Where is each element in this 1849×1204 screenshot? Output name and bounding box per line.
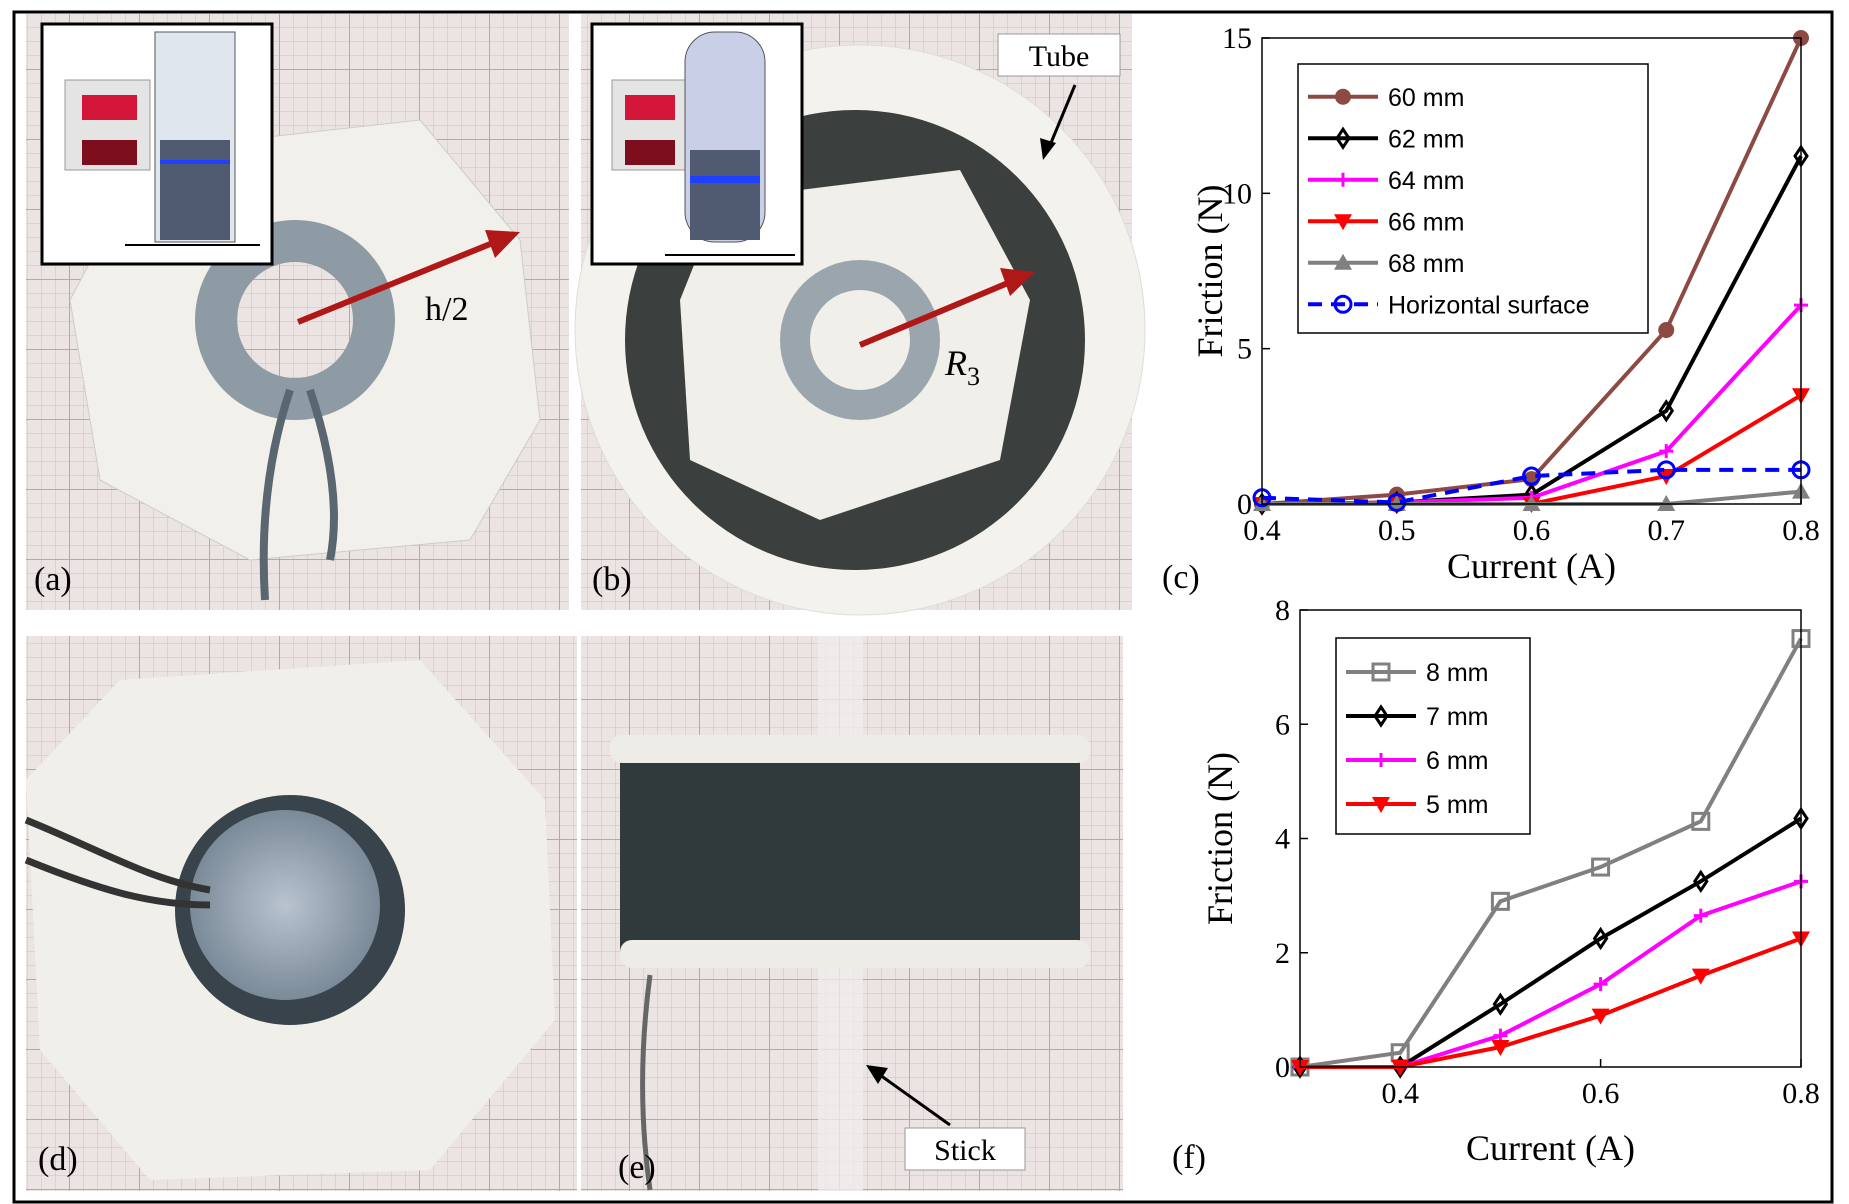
photo-e: Stick (e): [581, 636, 1123, 1191]
y-tick-label: 15: [1222, 22, 1252, 55]
x-tick-label: 0.8: [1782, 514, 1820, 547]
marker: [1371, 662, 1391, 682]
series-line: [1299, 637, 1803, 1069]
legend-label: Horizontal surface: [1388, 291, 1589, 319]
arrow-label-sub: 3: [967, 362, 980, 391]
y-tick-label: 5: [1237, 333, 1252, 366]
y-tick-label: 6: [1275, 708, 1290, 741]
x-tick-label: 0.4: [1243, 514, 1281, 547]
callout-label: Tube: [1029, 40, 1090, 73]
legend-label: 62 mm: [1388, 125, 1464, 153]
marker: [1387, 495, 1406, 511]
marker: [1374, 753, 1388, 767]
y-tick-label: 0: [1275, 1051, 1290, 1084]
x-tick-label: 0.7: [1648, 514, 1686, 547]
legend-label: 66 mm: [1388, 208, 1464, 236]
x-axis-label: Current (A): [1447, 546, 1616, 586]
legend-label: 68 mm: [1388, 250, 1464, 278]
x-tick-label: 0.6: [1513, 514, 1551, 547]
legend-label: 7 mm: [1426, 703, 1489, 731]
y-tick-label: 8: [1275, 594, 1290, 627]
x-tick-label: 0.5: [1378, 514, 1416, 547]
marker: [1333, 294, 1353, 314]
panel-label: (f): [1172, 1139, 1206, 1176]
marker: [1657, 495, 1676, 511]
x-axis-label: Current (A): [1466, 1128, 1635, 1168]
marker: [1490, 891, 1510, 911]
marker: [1656, 460, 1676, 480]
marker: [1335, 126, 1351, 150]
photo-a: h/2 (a): [26, 14, 569, 610]
marker: [1591, 857, 1611, 877]
marker: [1372, 797, 1390, 813]
panel-label: (c): [1162, 559, 1200, 596]
x-tick-label: 0.4: [1381, 1077, 1419, 1110]
marker: [1391, 1060, 1410, 1076]
panel-label: (a): [34, 561, 72, 598]
y-tick-label: 4: [1275, 823, 1290, 856]
panel-label: (e): [618, 1149, 656, 1186]
marker: [1593, 977, 1608, 992]
marker: [1658, 322, 1675, 339]
marker: [1334, 253, 1352, 270]
marker: [1387, 492, 1407, 512]
marker: [1522, 466, 1541, 486]
y-axis-label: Friction (N): [1190, 185, 1230, 358]
marker: [1692, 869, 1709, 894]
plot-frame: [1261, 37, 1802, 505]
legend-box: [1297, 63, 1649, 334]
callout-label: Stick: [934, 1134, 996, 1167]
y-axis-label: Friction (N): [1200, 752, 1240, 925]
marker: [1691, 968, 1710, 985]
y-tick-label: 10: [1222, 177, 1252, 210]
y-tick-label: 2: [1275, 937, 1290, 970]
y-tick-label: 0: [1237, 488, 1252, 521]
marker: [1335, 88, 1351, 105]
marker: [1373, 704, 1389, 728]
arrow-label-main: R: [944, 343, 967, 383]
legend-label: 60 mm: [1388, 84, 1464, 112]
marker: [1336, 172, 1350, 187]
marker: [1522, 495, 1541, 511]
marker: [1591, 1008, 1610, 1025]
x-tick-label: 0.6: [1582, 1077, 1620, 1110]
photo-b: R3 Tube (b): [574, 14, 1146, 616]
x-tick-label: 0.8: [1782, 1077, 1820, 1110]
marker: [1291, 1060, 1309, 1076]
panel-label: (b): [592, 561, 632, 598]
marker: [1658, 399, 1675, 423]
marker: [1492, 992, 1509, 1016]
marker: [1592, 926, 1609, 951]
marker: [1691, 811, 1711, 831]
legend-label: 6 mm: [1426, 747, 1489, 775]
plot-frame: [1299, 609, 1802, 1068]
arrow-label: h/2: [425, 291, 468, 328]
marker: [1491, 1040, 1510, 1057]
marker: [1659, 444, 1674, 459]
panel-label: (d): [38, 1141, 78, 1178]
legend-label: 8 mm: [1426, 659, 1489, 687]
arrow-label: R3: [944, 343, 980, 391]
marker: [1693, 908, 1708, 923]
legend-label: 5 mm: [1426, 791, 1489, 819]
legend-label: 64 mm: [1388, 167, 1464, 195]
marker: [1334, 214, 1352, 231]
photo-d: (d): [24, 636, 577, 1191]
